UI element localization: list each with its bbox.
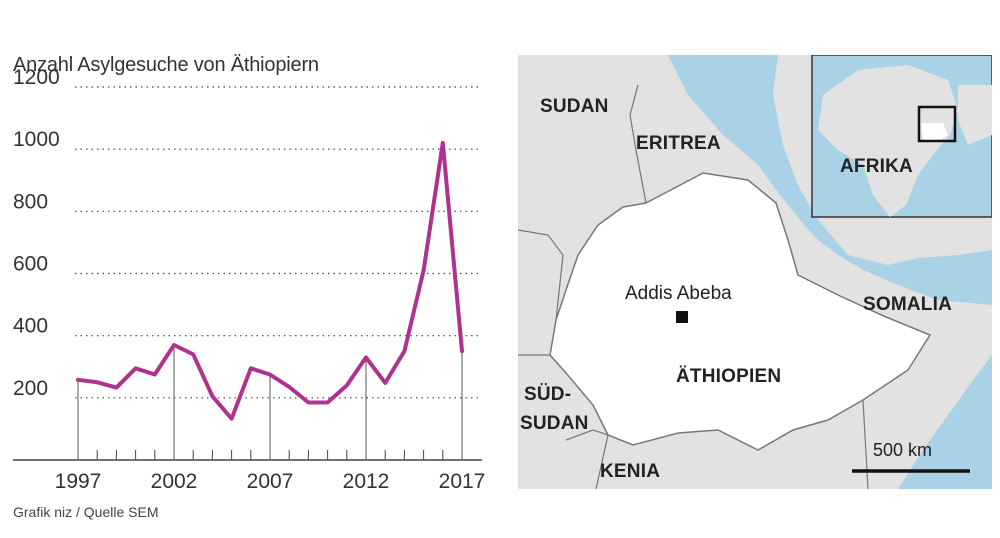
label-suedsudan-2: SUDAN [520,413,589,434]
y-tick-label: 400 [13,315,48,338]
x-tick-label: 2002 [151,470,198,493]
x-tick-label: 2007 [247,470,294,493]
border-sudan-south [518,229,564,356]
label-kenia: KENIA [600,461,661,482]
label-addis-abeba: Addis Abeba [625,283,732,304]
ethiopia-country [549,172,932,451]
label-eritrea: ERITREA [636,133,721,154]
inset-africa [818,65,958,217]
y-tick-label: 1000 [13,128,60,151]
scale-label: 500 km [873,440,933,460]
capital-marker [676,311,688,323]
series-line [76,140,464,421]
inset-locator [917,105,957,143]
x-tick-label: 2012 [343,470,390,493]
y-tick-label: 1200 [13,66,60,89]
y-tick-label: 800 [13,190,48,213]
x-tick-label: 1997 [55,470,102,493]
label-sudan: SUDAN [540,96,609,117]
source-note: Grafik niz / Quelle SEM [13,504,159,520]
x-tick-label: 2017 [439,470,486,493]
inset-ethiopia [921,123,948,143]
y-tick-label: 600 [13,253,48,276]
label-afrika: AFRIKA [840,156,913,177]
label-somalia: SOMALIA [863,294,953,315]
y-tick-label: 200 [13,377,48,400]
line-chart: 200 400 600 800 1000 1200 1997 2002 2007 2012 2017 [13,66,486,493]
inset-arabia [958,85,992,145]
label-aethiopien: ÄTHIOPIEN [676,366,782,387]
border-somalia [862,399,869,489]
border-sudan-eritrea [629,84,647,204]
border-south-kenya [565,429,609,489]
chart-title: Anzahl Asylgesuche von Äthiopiern [13,54,319,76]
ethiopia-map [518,55,992,489]
label-suedsudan-1: SÜD- [524,384,572,405]
